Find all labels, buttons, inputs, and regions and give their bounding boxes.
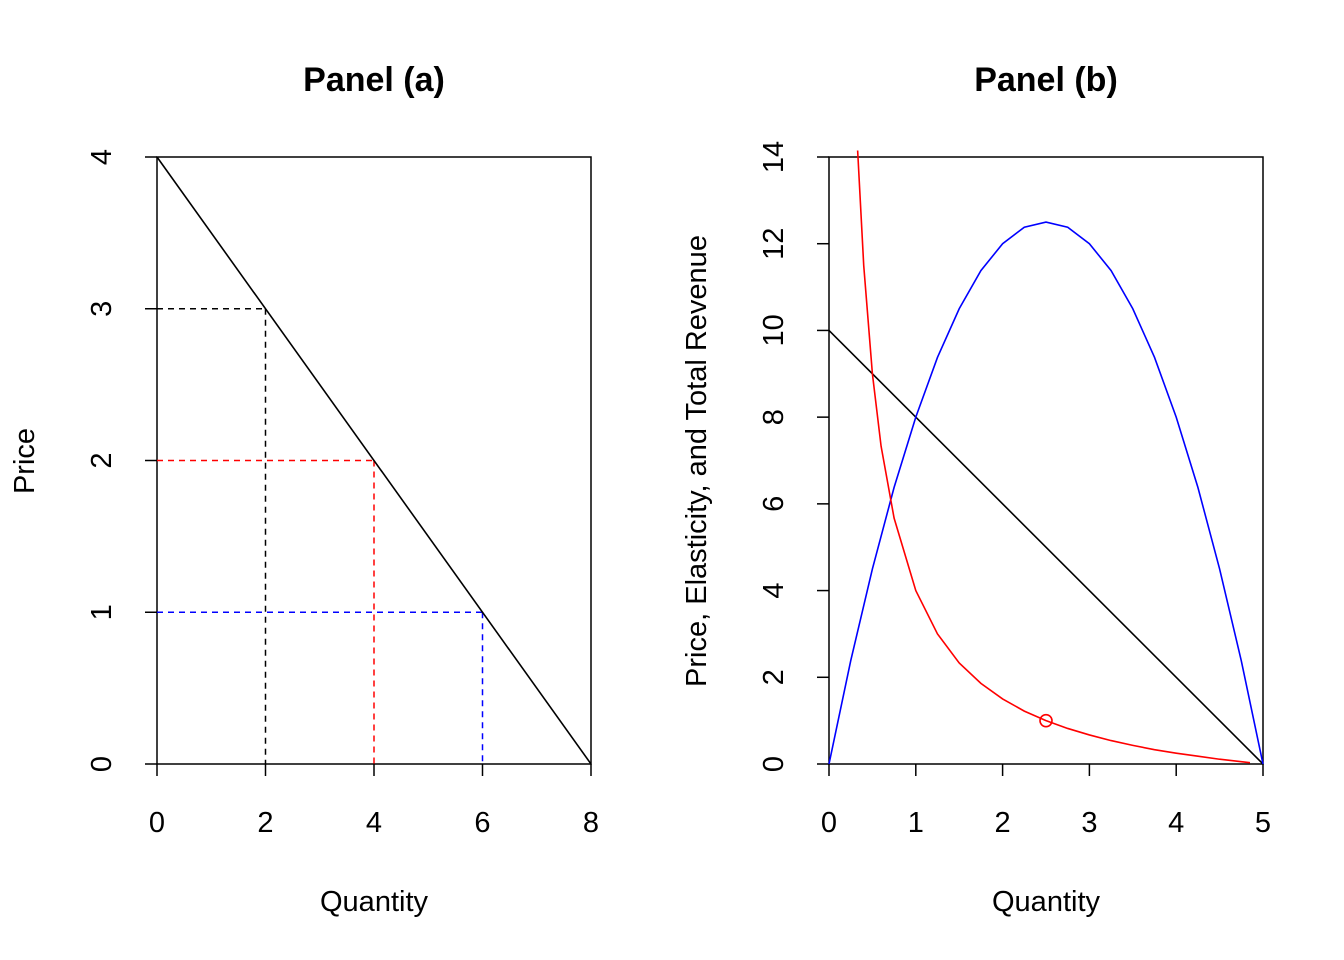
panel-b-x-axis-label: Quantity: [992, 886, 1100, 918]
panel-b-x-tick-label: 4: [1168, 807, 1184, 839]
panel-b-y-tick-label: 2: [758, 669, 790, 685]
panel-b-plot-frame: [828, 156, 1264, 765]
panel-b-y-axis-label: Price, Elasticity, and Total Revenue: [681, 235, 713, 687]
panel-b-y-tick-label: 14: [758, 141, 790, 173]
panel-a-series-line-0: [156, 156, 592, 765]
panel-a-y-tick-label: 0: [86, 756, 118, 772]
panel-a-x-tick-label: 4: [366, 807, 382, 839]
panel-a-x-tick-label: 0: [149, 807, 165, 839]
panel-b-y-tick-label: 8: [758, 409, 790, 425]
panel-a-x-tick-label: 8: [583, 807, 599, 839]
panel-b-x-tick-label: 0: [821, 807, 837, 839]
panel-a-title: Panel (a): [303, 61, 445, 99]
panel-b: Panel (b) Quantity Price, Elasticity, an…: [681, 61, 1271, 918]
panel-a-y-tick-label: 3: [86, 301, 118, 317]
panel-b-y-tick-label: 6: [758, 496, 790, 512]
panel-b-x-tick-label: 2: [995, 807, 1011, 839]
panel-b-x-tick-label: 3: [1081, 807, 1097, 839]
panel-b-y-tick-label: 0: [758, 756, 790, 772]
panel-b-title: Panel (b): [974, 61, 1118, 99]
panel-b-y-tick-label: 12: [758, 228, 790, 260]
panel-b-y-tick-label: 10: [758, 314, 790, 346]
panel-a-y-tick-label: 2: [86, 452, 118, 468]
panel-a-x-axis-label: Quantity: [320, 886, 428, 918]
panel-a-x-tick-label: 6: [474, 807, 490, 839]
panel-b-series-line-0: [828, 329, 1264, 765]
panel-b-point-marker: [1039, 713, 1053, 728]
panel-b-x-tick-label: 1: [908, 807, 924, 839]
panel-b-y-tick-label: 4: [758, 583, 790, 599]
panel-b-series-line-1: [828, 221, 1264, 765]
panel-b-series-line-2: [856, 150, 1251, 764]
panel-b-x-tick-label: 5: [1255, 807, 1271, 839]
panel-a-y-tick-label: 4: [86, 149, 118, 165]
panel-a-y-tick-label: 1: [86, 604, 118, 620]
panel-a-x-tick-label: 2: [257, 807, 273, 839]
panel-a: Panel (a) Quantity Price 0 2 4 6 8 0 1 2 3 4: [9, 61, 599, 918]
panel-a-y-axis-label: Price: [9, 428, 41, 494]
